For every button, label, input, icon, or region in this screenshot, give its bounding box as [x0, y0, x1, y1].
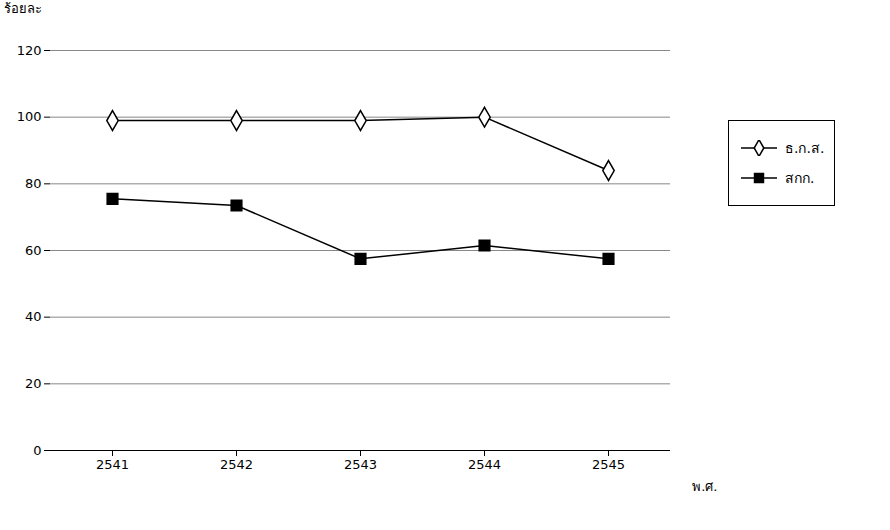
svg-text:พ.ศ.: พ.ศ.	[692, 479, 717, 494]
svg-text:2545: 2545	[592, 457, 625, 472]
svg-text:2541: 2541	[96, 457, 129, 472]
svg-text:0: 0	[33, 443, 41, 458]
svg-text:20: 20	[25, 376, 42, 391]
svg-text:2542: 2542	[220, 457, 253, 472]
svg-text:100: 100	[17, 109, 42, 124]
svg-text:40: 40	[25, 309, 42, 324]
svg-text:2544: 2544	[468, 457, 501, 472]
html-text:ธ.ก.ส.: ธ.ก.ส.	[785, 140, 825, 156]
svg-text:60: 60	[25, 243, 42, 258]
html-text:สกก.: สกก.	[785, 170, 815, 186]
svg-text:80: 80	[25, 176, 42, 191]
svg-text:ร้อยละ: ร้อยละ	[4, 1, 42, 16]
svg-text:2543: 2543	[344, 457, 377, 472]
svg-text:120: 120	[17, 43, 42, 58]
